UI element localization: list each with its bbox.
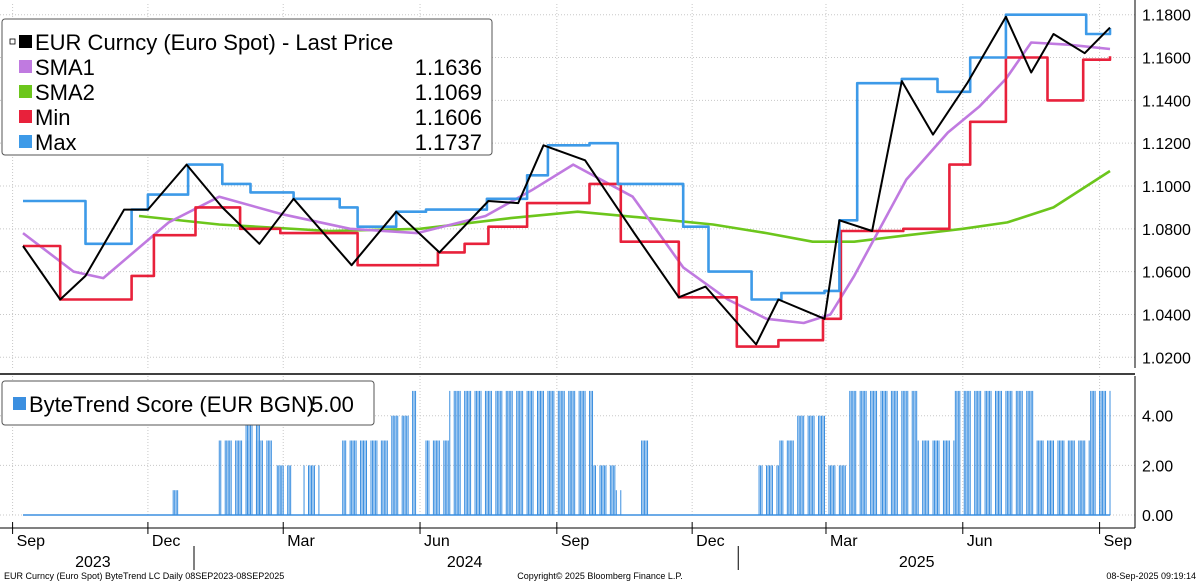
x-year-label: 2025	[899, 554, 935, 571]
series-line-max	[23, 13, 1112, 301]
x-year-label: 2024	[447, 554, 483, 571]
legend-value-score: 5.00	[311, 392, 354, 417]
x-month-label: Dec	[152, 533, 180, 550]
score-y-tick-label: 0.00	[1142, 508, 1173, 525]
x-month-label: Mar	[287, 533, 315, 550]
legend-swatch-sma2	[19, 85, 32, 98]
legend-label-sma1: SMA1	[35, 55, 95, 80]
score-y-tick-label: 2.00	[1142, 458, 1173, 475]
x-month-label: Mar	[830, 533, 858, 550]
price-legend: EUR Curncy (Euro Spot) - Last Price SMA1…	[1, 18, 493, 156]
footer-right: 08-Sep-2025 09:19:14	[1106, 571, 1196, 581]
score-legend: ByteTrend Score (EUR BGN) 5.00	[1, 380, 375, 426]
price-y-tick-label: 1.0600	[1142, 265, 1191, 282]
legend-label-sma2: SMA2	[35, 80, 95, 105]
footer-left: EUR Curncy (Euro Spot) ByteTrend LC Dail…	[4, 571, 285, 581]
legend-label-price: EUR Curncy (Euro Spot) - Last Price	[35, 30, 393, 55]
price-y-tick-label: 1.1000	[1142, 179, 1191, 196]
price-y-tick-label: 1.1200	[1142, 136, 1191, 153]
series-line-sma1	[22, 41, 1111, 325]
price-y-tick-label: 1.1800	[1142, 8, 1191, 25]
x-axis: Sep Dec Mar Jun Sep Dec Mar Jun Sep 2023 2024 2025	[0, 522, 1135, 571]
x-month-label: Sep	[1104, 533, 1133, 550]
score-y-tick-label: 4.00	[1142, 409, 1173, 426]
legend-label-min: Min	[35, 105, 70, 130]
x-month-label: Jun	[967, 533, 993, 550]
footer-center: Copyright© 2025 Bloomberg Finance L.P.	[517, 571, 683, 581]
price-y-tick-label: 1.1600	[1142, 51, 1191, 68]
legend-value-min: 1.1606	[415, 105, 482, 130]
price-y-tick-label: 1.0200	[1142, 350, 1191, 367]
x-month-label: Dec	[696, 533, 724, 550]
x-month-label: Jun	[424, 533, 450, 550]
legend-swatch-score	[13, 397, 26, 410]
price-y-tick-label: 1.0800	[1142, 222, 1191, 239]
x-month-label: Sep	[17, 533, 46, 550]
legend-value-max: 1.1737	[415, 130, 482, 155]
legend-swatch-price	[19, 35, 32, 48]
price-y-tick-label: 1.0400	[1142, 307, 1191, 324]
x-month-label: Sep	[561, 533, 590, 550]
price-y-tick-label: 1.1400	[1142, 93, 1191, 110]
legend-marker-icon	[9, 38, 16, 45]
legend-swatch-max	[19, 135, 32, 148]
legend-swatch-sma1	[19, 60, 32, 73]
series-line-eur-curncy-euro-spot-last-price	[22, 15, 1111, 346]
legend-swatch-min	[19, 110, 32, 123]
legend-label-score: ByteTrend Score (EUR BGN)	[29, 392, 314, 417]
legend-value-sma2: 1.1069	[415, 80, 482, 105]
x-year-label: 2023	[75, 554, 111, 571]
legend-label-max: Max	[35, 130, 77, 155]
legend-value-sma1: 1.1636	[415, 55, 482, 80]
